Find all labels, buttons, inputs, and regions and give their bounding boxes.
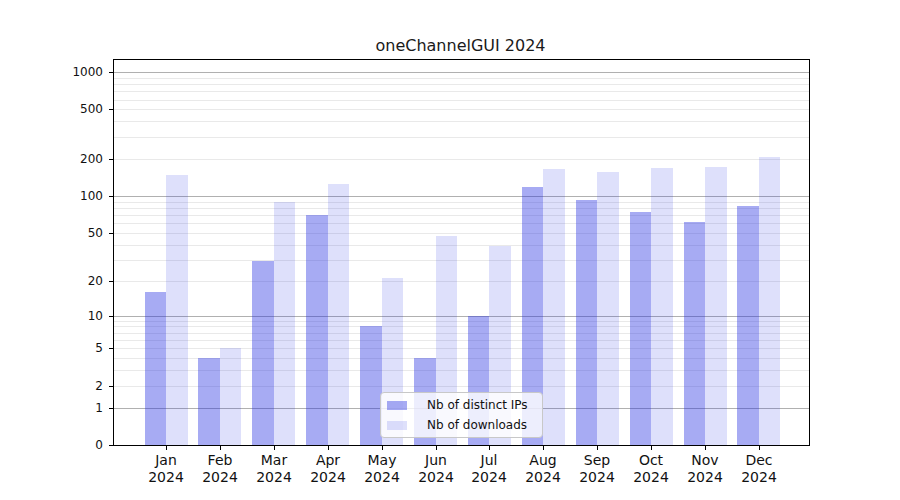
gridline-major bbox=[114, 72, 809, 73]
x-tick-mark bbox=[328, 445, 329, 450]
x-tick-mark bbox=[489, 445, 490, 450]
y-tick-label: 1000 bbox=[30, 65, 103, 79]
x-tick-mark bbox=[436, 445, 437, 450]
gridline-minor bbox=[114, 109, 809, 110]
y-tick-label: 0 bbox=[30, 438, 103, 452]
y-tick-mark bbox=[109, 408, 114, 409]
bar-downloads bbox=[220, 348, 242, 445]
y-tick-label: 100 bbox=[30, 189, 103, 203]
bar-downloads bbox=[597, 172, 619, 445]
y-tick-mark bbox=[109, 233, 114, 234]
y-tick-mark bbox=[109, 196, 114, 197]
bar-downloads bbox=[651, 168, 673, 445]
bar-distinct-ips bbox=[360, 326, 382, 445]
legend-swatch-distinct-ips bbox=[387, 401, 407, 410]
x-tick-mark bbox=[597, 445, 598, 450]
legend: Nb of distinct IPs Nb of downloads bbox=[380, 392, 543, 438]
y-tick-label: 500 bbox=[30, 102, 103, 116]
x-tick-mark bbox=[382, 445, 383, 450]
bar-downloads bbox=[328, 184, 350, 445]
y-tick-label: 50 bbox=[30, 226, 103, 240]
figure: oneChannelGUI 2024 0 1 2 5 10 20 50 100 200 500 10… bbox=[0, 0, 900, 500]
bar-downloads bbox=[759, 157, 781, 445]
bar-distinct-ips bbox=[684, 222, 706, 445]
y-tick-label: 2 bbox=[30, 379, 103, 393]
x-tick-mark bbox=[274, 445, 275, 450]
bar-downloads bbox=[274, 202, 296, 446]
y-tick-mark bbox=[109, 445, 114, 446]
x-tick-mark bbox=[651, 445, 652, 450]
bar-distinct-ips bbox=[306, 215, 328, 445]
y-tick-label: 20 bbox=[30, 274, 103, 288]
y-tick-mark bbox=[109, 281, 114, 282]
x-tick-label-year: 2024 bbox=[727, 469, 791, 486]
x-tick-mark bbox=[220, 445, 221, 450]
bar-distinct-ips bbox=[576, 200, 598, 445]
bar-distinct-ips bbox=[198, 358, 220, 445]
x-tick-label: Dec2024 bbox=[727, 452, 791, 486]
y-tick-mark bbox=[109, 348, 114, 349]
plot-area bbox=[113, 59, 810, 446]
legend-label: Nb of distinct IPs bbox=[427, 398, 528, 412]
legend-swatch-downloads bbox=[387, 421, 407, 430]
gridline-minor bbox=[114, 137, 809, 138]
bar-downloads bbox=[543, 169, 565, 445]
bar-distinct-ips bbox=[252, 261, 274, 445]
gridline-minor bbox=[114, 159, 809, 160]
y-tick-mark bbox=[109, 109, 114, 110]
x-tick-mark bbox=[543, 445, 544, 450]
chart-title: oneChannelGUI 2024 bbox=[113, 36, 808, 56]
y-tick-mark bbox=[109, 386, 114, 387]
bar-downloads bbox=[166, 175, 188, 445]
legend-label: Nb of downloads bbox=[427, 418, 527, 432]
y-tick-label: 1 bbox=[30, 401, 103, 415]
legend-item: Nb of distinct IPs bbox=[387, 397, 536, 413]
gridline-minor bbox=[114, 100, 809, 101]
gridline-minor bbox=[114, 121, 809, 122]
y-tick-label: 200 bbox=[30, 152, 103, 166]
y-tick-mark bbox=[109, 72, 114, 73]
x-tick-mark bbox=[166, 445, 167, 450]
legend-item: Nb of downloads bbox=[387, 417, 536, 433]
y-tick-label: 10 bbox=[30, 309, 103, 323]
x-tick-mark bbox=[759, 445, 760, 450]
y-tick-mark bbox=[109, 159, 114, 160]
gridline-minor bbox=[114, 84, 809, 85]
bar-distinct-ips bbox=[737, 206, 759, 445]
bar-distinct-ips bbox=[145, 292, 167, 445]
y-tick-label: 5 bbox=[30, 341, 103, 355]
bar-distinct-ips bbox=[630, 212, 652, 445]
gridline-minor bbox=[114, 78, 809, 79]
x-tick-label-month: Dec bbox=[727, 452, 791, 469]
y-tick-mark bbox=[109, 316, 114, 317]
gridline-minor bbox=[114, 91, 809, 92]
x-tick-mark bbox=[705, 445, 706, 450]
bar-downloads bbox=[705, 167, 727, 445]
